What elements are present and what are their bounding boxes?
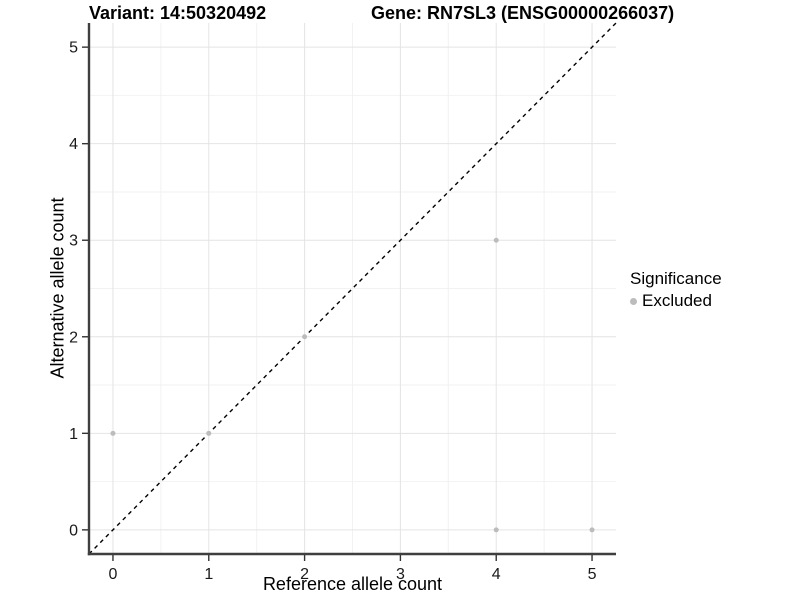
legend-point-icon: [630, 297, 637, 305]
x-axis-title: Reference allele count: [262, 574, 443, 594]
y-tick-label: 4: [69, 136, 78, 153]
plot-panel: 0 1 2 3 4 5 0 1 2 3 4 5: [69, 22, 617, 583]
x-tick-label: 2: [300, 566, 309, 583]
legend-item-label: Excluded: [642, 291, 712, 310]
legend-title: Significance: [630, 269, 722, 288]
y-tick-label: 0: [69, 522, 78, 539]
y-tick-label: 5: [69, 40, 78, 57]
x-tick-label: 5: [588, 566, 597, 583]
legend-item-excluded: Excluded: [630, 291, 722, 311]
data-point: [302, 334, 308, 340]
x-tick-label: 1: [204, 566, 213, 583]
data-point: [493, 237, 499, 243]
plot-canvas: 0 1 2 3 4 5 0 1 2 3 4 5: [69, 22, 617, 583]
plot-title-gene: Gene: RN7SL3 (ENSG00000266037): [371, 3, 675, 23]
data-point: [493, 527, 499, 533]
data-point: [589, 527, 595, 533]
plot-title-variant: Variant: 14:50320492: [89, 3, 267, 23]
x-tick-label: 4: [492, 566, 501, 583]
y-tick-label: 3: [69, 233, 78, 250]
y-tick-label: 1: [69, 426, 78, 443]
y-tick-label: 2: [69, 329, 78, 346]
legend: Significance Excluded: [630, 269, 722, 311]
y-axis-title: Alternative allele count: [47, 197, 68, 379]
data-point: [110, 430, 116, 436]
x-tick-label: 0: [109, 566, 118, 583]
x-tick-label: 3: [396, 566, 405, 583]
data-point: [206, 430, 212, 436]
